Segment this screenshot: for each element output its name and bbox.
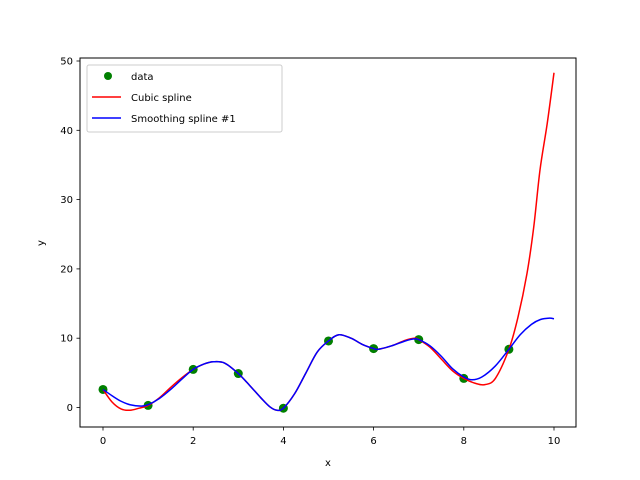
legend-label-data: data [131, 72, 154, 83]
y-tick-label: 40 [60, 126, 73, 137]
x-tick-label: 0 [100, 436, 106, 447]
x-axis-label: x [325, 458, 331, 469]
x-tick-label: 8 [461, 436, 467, 447]
axes-frame [79, 57, 577, 428]
legend: data Cubic spline Smoothing spline #1 [86, 64, 283, 133]
y-tick-label: 50 [60, 57, 73, 68]
legend-box [86, 64, 283, 133]
legend-label-smoothing: Smoothing spline #1 [131, 114, 236, 125]
x-tick-label: 2 [190, 436, 196, 447]
y-tick-label: 20 [60, 264, 73, 275]
y-axis-ticks: 0 10 20 30 40 50 [60, 57, 80, 414]
y-tick-label: 0 [67, 403, 73, 414]
legend-label-cubic: Cubic spline [131, 93, 192, 104]
y-tick-label: 10 [60, 334, 73, 345]
x-axis-ticks: 0 2 4 6 8 10 [100, 427, 561, 447]
y-tick-label: 30 [60, 195, 73, 206]
x-tick-label: 10 [548, 436, 561, 447]
x-tick-label: 4 [280, 436, 286, 447]
x-tick-label: 6 [370, 436, 376, 447]
legend-data-marker-icon [104, 72, 112, 80]
plot-area [98, 72, 555, 413]
smoothing-spline-1-curve [102, 317, 555, 412]
y-axis-label: y [36, 240, 47, 246]
